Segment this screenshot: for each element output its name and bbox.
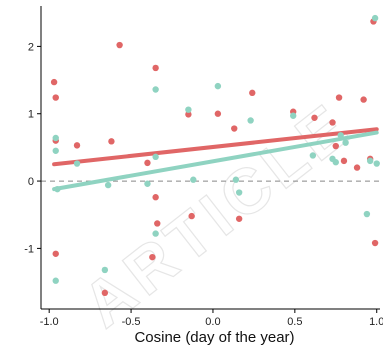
data-point-teal xyxy=(144,180,151,187)
watermark: ARTICLE xyxy=(69,87,366,342)
data-point-red xyxy=(311,114,318,121)
data-point-red xyxy=(340,157,348,165)
axes xyxy=(40,6,380,310)
data-point-teal xyxy=(232,176,240,183)
data-point-red xyxy=(101,289,109,297)
data-point-teal xyxy=(366,157,374,165)
data-point-teal xyxy=(332,159,339,166)
x-tick-label: 1.0 xyxy=(369,316,383,328)
y-tick-label: -1 xyxy=(24,243,34,255)
trend-lines xyxy=(52,127,379,192)
data-point-red xyxy=(116,41,123,49)
x-tick-label: 0.5 xyxy=(287,316,302,328)
data-point-teal xyxy=(152,86,159,93)
y-tick-label: 1 xyxy=(28,109,34,121)
data-point-teal xyxy=(104,181,112,189)
trend-line-red xyxy=(52,127,379,167)
data-points xyxy=(50,14,380,297)
data-point-red xyxy=(52,250,59,257)
data-point-red xyxy=(144,159,151,167)
data-point-red xyxy=(353,164,361,171)
data-point-red xyxy=(360,96,367,103)
data-point-teal xyxy=(152,230,159,237)
watermark-text: ARTICLE xyxy=(69,88,365,341)
data-point-red xyxy=(214,110,222,117)
data-point-red xyxy=(235,215,243,222)
data-point-red xyxy=(335,94,343,101)
data-point-teal xyxy=(373,160,380,167)
data-point-teal xyxy=(185,106,192,113)
data-point-teal xyxy=(371,14,379,22)
data-point-teal xyxy=(342,139,349,146)
y-tick-label: 2 xyxy=(28,41,34,53)
data-point-teal xyxy=(309,152,317,159)
data-point-teal xyxy=(363,210,371,218)
data-point-teal xyxy=(73,160,81,167)
data-point-teal xyxy=(337,132,344,139)
data-point-red xyxy=(249,89,256,97)
data-point-teal xyxy=(190,176,197,183)
data-point-teal xyxy=(247,117,254,124)
x-tick-label: -1.0 xyxy=(40,316,59,328)
axis-ticks: -1.0 -0.5 0.0 0.5 1.0 -1 0 1 2 xyxy=(24,41,383,328)
y-tick-label: 0 xyxy=(28,176,34,188)
data-point-red xyxy=(73,142,81,149)
data-point-red xyxy=(50,78,58,86)
data-point-teal xyxy=(52,277,59,284)
x-axis-title: Cosine (day of the year) xyxy=(134,329,294,346)
data-point-teal xyxy=(52,134,59,142)
data-point-teal xyxy=(101,266,109,274)
data-point-teal xyxy=(214,82,222,90)
data-point-teal xyxy=(52,147,59,154)
data-point-teal xyxy=(152,153,159,161)
data-point-red xyxy=(149,253,156,261)
data-point-red xyxy=(185,111,192,118)
data-point-red xyxy=(188,212,195,220)
data-point-red xyxy=(108,138,115,145)
data-point-red xyxy=(231,125,238,132)
x-tick-label: -0.5 xyxy=(122,316,141,328)
data-point-red xyxy=(371,239,379,247)
data-point-red xyxy=(52,94,59,101)
data-point-teal xyxy=(235,189,243,196)
data-point-red xyxy=(152,194,159,201)
data-point-red xyxy=(154,220,161,227)
data-point-teal xyxy=(54,185,61,193)
data-point-teal xyxy=(290,112,297,119)
data-point-red xyxy=(332,142,339,150)
data-point-red xyxy=(329,119,336,126)
trend-line-teal xyxy=(52,130,379,192)
x-tick-label: 0.0 xyxy=(205,316,220,328)
data-point-red xyxy=(152,64,159,72)
